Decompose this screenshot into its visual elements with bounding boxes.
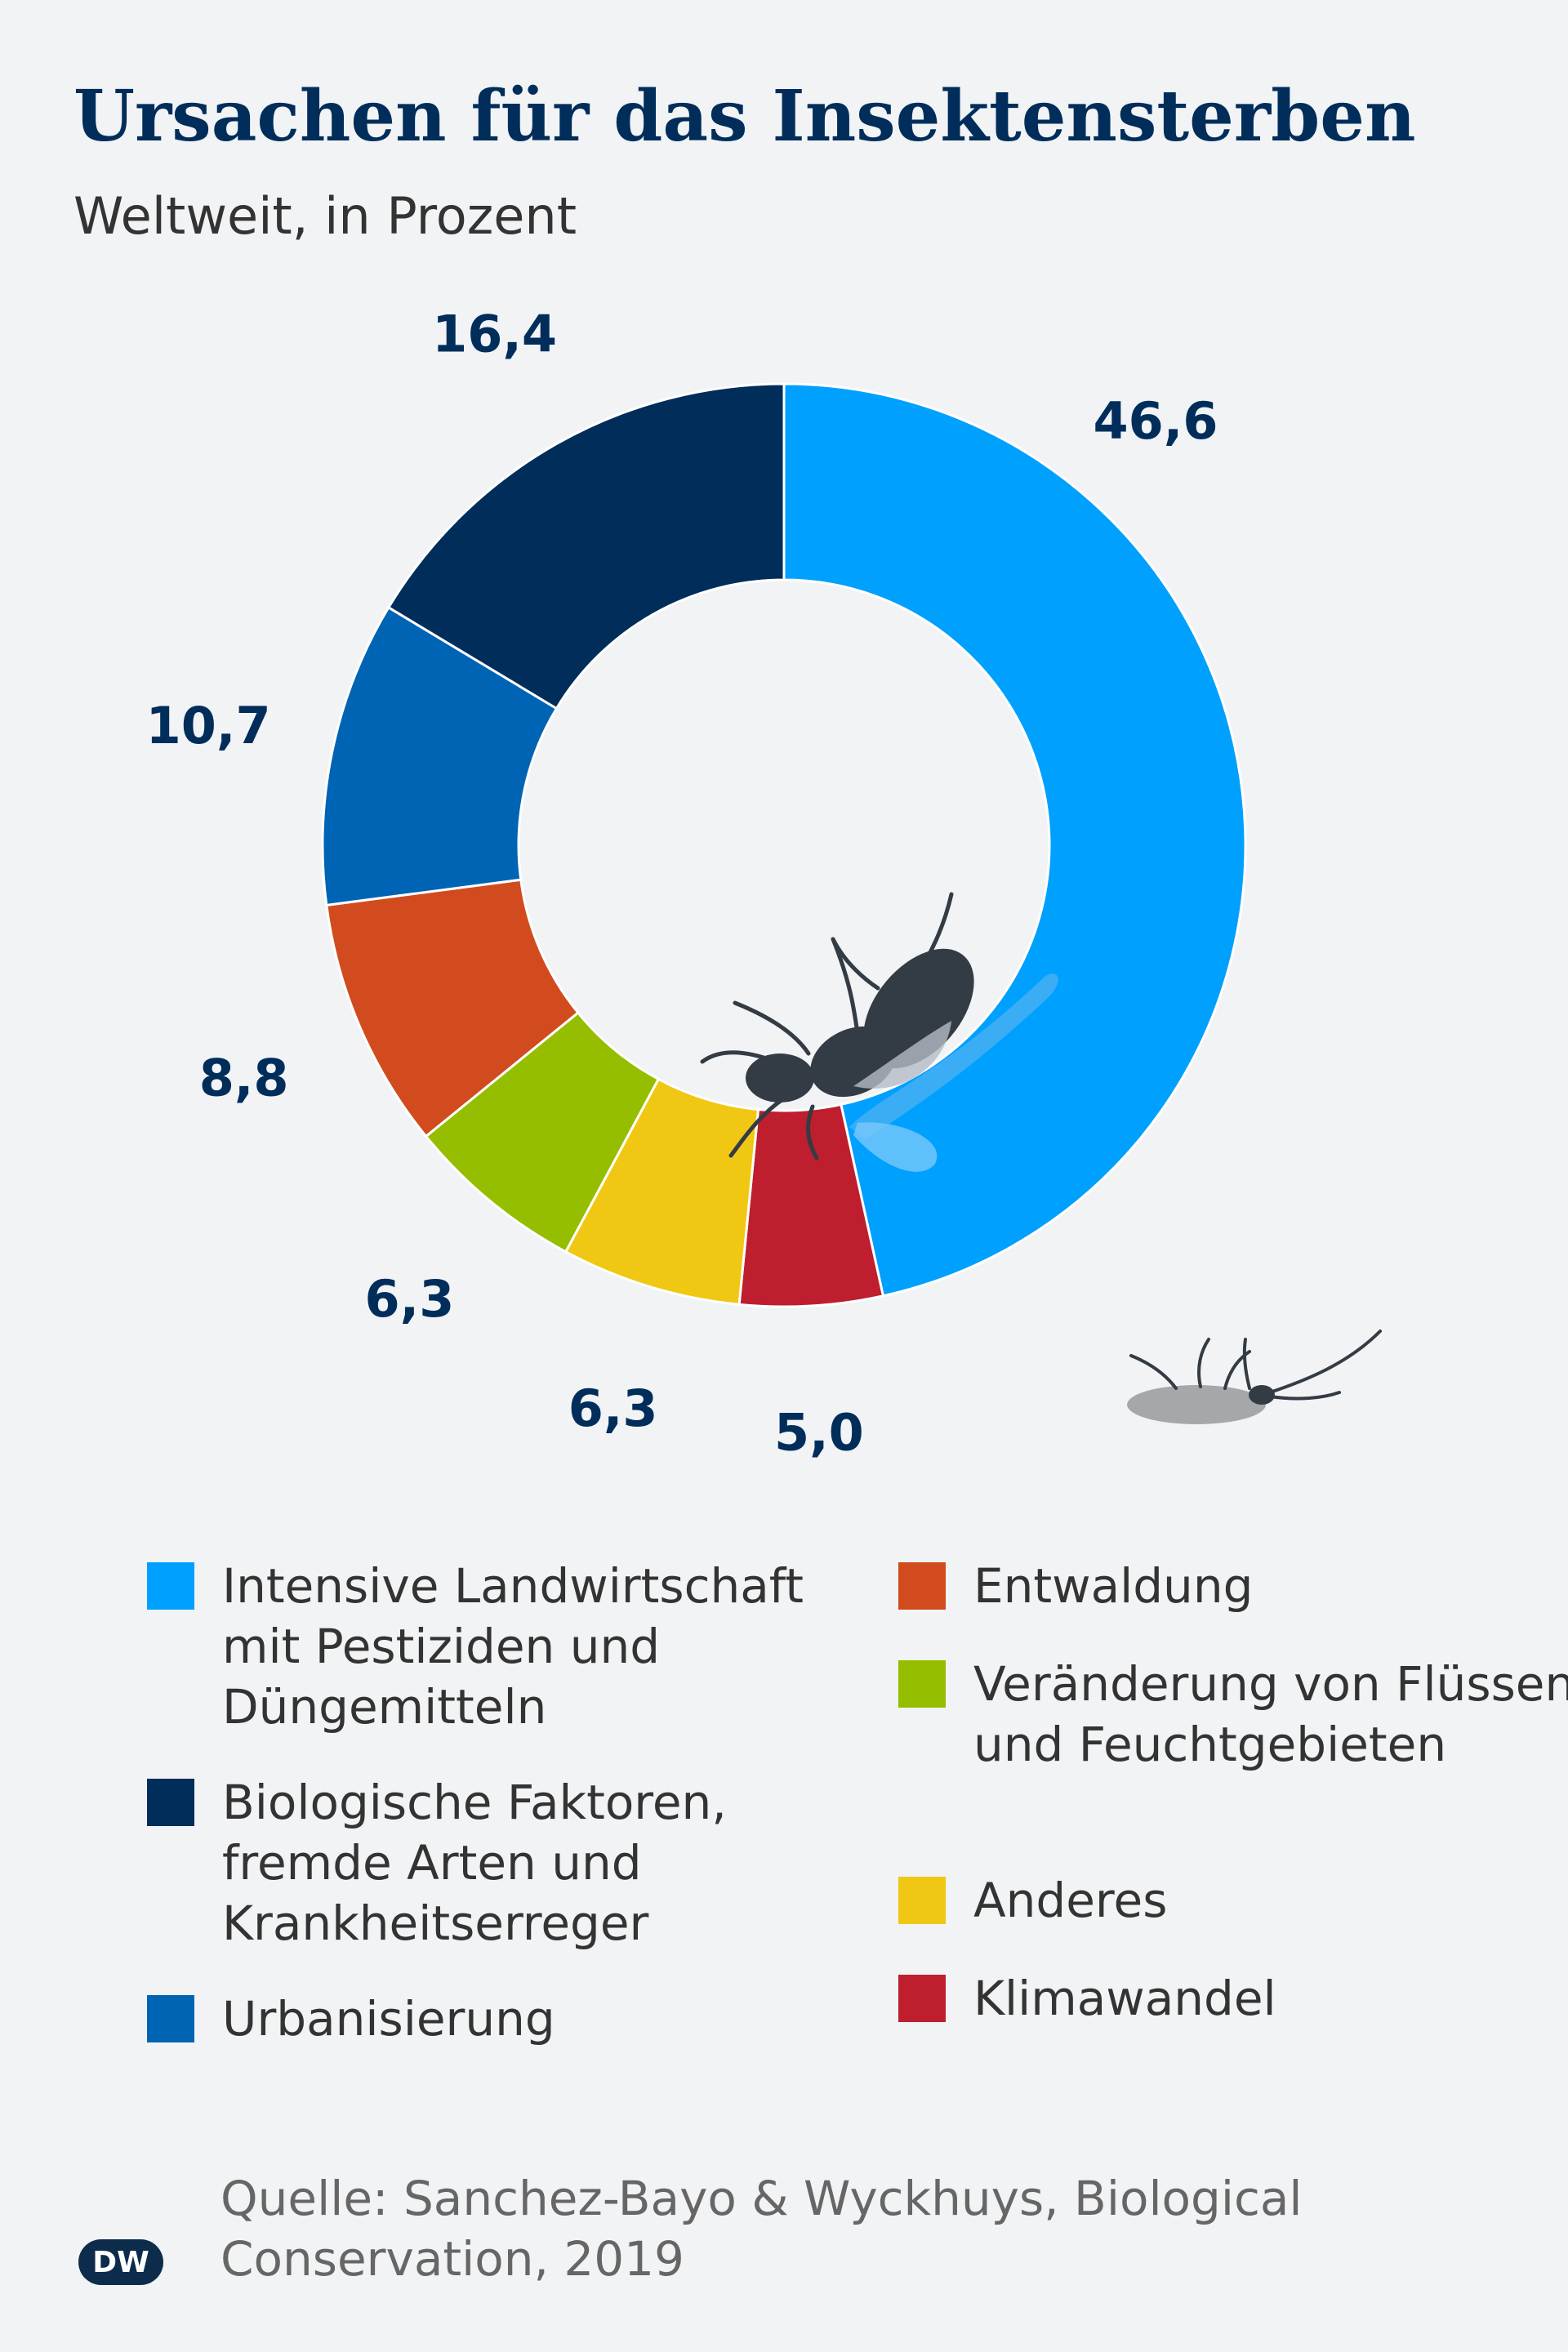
value-label-6: 16,4 [432,304,557,363]
dw-logo: DW [78,2239,163,2285]
legend-swatch [147,1995,194,2042]
donut-slice-6 [386,382,786,710]
legend-item-5: Anderes [898,1870,1568,1931]
legend-label: Veränderung von Flüssen und Feuchtgebiet… [973,1656,1568,1772]
legend-swatch [898,1660,946,1708]
donut-slice-0 [782,382,1247,1298]
value-label-3: 6,3 [365,1269,455,1329]
legend-swatch [147,1779,194,1826]
legend-label: Entwaldung [973,1558,1254,1614]
legend-item-4: Veränderung von Flüssen und Feuchtgebiet… [898,1654,1568,1775]
legend-swatch [898,1975,946,2022]
chart-title: Ursachen für das Insektensterben [74,75,1416,158]
value-label-0: 46,6 [1094,391,1218,451]
legend-swatch [898,1877,946,1924]
legend-item-1: Biologische Faktoren, fremde Arten und K… [147,1772,843,1953]
value-label-1: 5,0 [774,1403,864,1463]
value-label-5: 10,7 [146,696,271,755]
legend-swatch [147,1562,194,1610]
legend-label: Urbanisierung [222,1991,555,2047]
donut-slice-5 [321,605,559,907]
flying-insect-illustration [700,892,1058,1172]
legend-item-3: Entwaldung [898,1556,1568,1616]
chart-subtitle: Weltweit, in Prozent [74,186,577,246]
legend-label: Klimawandel [973,1971,1276,2026]
source-note: Quelle: Sanchez-Bayo & Wyckhuys, Biologi… [220,2171,1303,2287]
legend-label: Biologische Faktoren, fremde Arten und K… [222,1775,727,1951]
legend-item-0: Intensive Landwirtschaft mit Pestiziden … [147,1556,843,1737]
legend-label: Anderes [973,1873,1168,1928]
legend-item-2: Urbanisierung [147,1989,843,2049]
donut-chart: 46,6 5,0 6,3 6,3 8,8 10,7 16,4 [146,304,1382,1463]
legend-item-6: Klimawandel [898,1968,1568,2029]
legend-swatch [898,1562,946,1610]
value-label-2: 6,3 [568,1379,658,1438]
legend-label: Intensive Landwirtschaft mit Pestiziden … [222,1558,804,1735]
dead-insect-illustration [1127,1330,1382,1424]
value-label-4: 8,8 [199,1049,289,1108]
